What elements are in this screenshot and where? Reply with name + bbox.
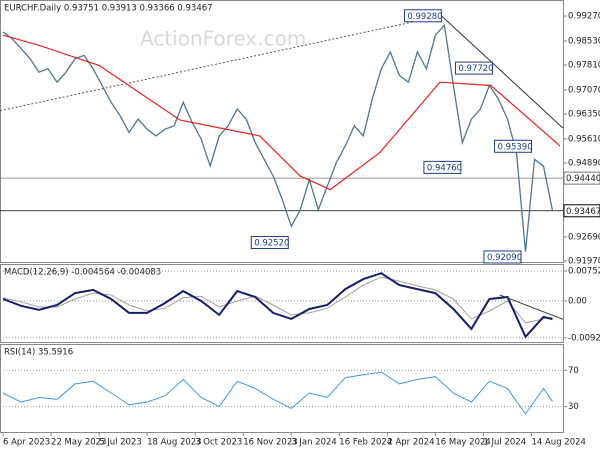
x-tick-label: 2 Apr 2024 xyxy=(387,438,434,448)
y-tick-label: 0.97070 xyxy=(568,85,600,95)
macd-line xyxy=(2,272,553,339)
y-tick-label: -0.009252 xyxy=(568,333,600,343)
moving-average xyxy=(2,34,561,191)
annotation-label: 0.92090 xyxy=(487,253,522,263)
annotation-label: 0.99280 xyxy=(407,12,442,22)
price-tag-label: 0.94440 xyxy=(566,174,600,184)
x-tick-label: 16 May 2024 xyxy=(435,438,490,448)
annotation-label: 0.95390 xyxy=(497,142,532,152)
rsi-line xyxy=(2,371,553,415)
rsi-panel xyxy=(0,344,564,433)
macd-panel xyxy=(0,264,564,343)
price-tag xyxy=(563,204,600,218)
price-line xyxy=(2,23,554,252)
x-tick-label: 1 Jul 2024 xyxy=(483,438,526,448)
annotation-box xyxy=(403,9,442,23)
y-tick-label: 0.94890 xyxy=(568,159,600,169)
x-tick-label: 18 Aug 2023 xyxy=(147,438,201,448)
macd-label: MACD(12,26,9) -0.004564 -0.004083 xyxy=(4,268,161,278)
annotation-box xyxy=(423,160,462,174)
trendline xyxy=(0,15,442,112)
y-tick-label: 0.95610 xyxy=(568,134,600,144)
x-tick-label: 16 Nov 2023 xyxy=(243,438,297,448)
annotation-box xyxy=(250,236,289,250)
y-tick-label: 0.98530 xyxy=(568,36,600,46)
x-tick-label: 3 Oct 2023 xyxy=(195,438,242,448)
y-tick-label: 0.96350 xyxy=(568,110,600,120)
annotation-label: 0.97720 xyxy=(458,64,493,74)
watermark: ActionForex.com xyxy=(140,27,306,51)
y-tick-label: 0.92690 xyxy=(568,232,600,242)
y-tick-label: 30 xyxy=(568,402,579,412)
y-tick-label: 0.00 xyxy=(568,297,587,307)
annotation-label: 0.94760 xyxy=(427,163,462,173)
annotation-label: 0.92520 xyxy=(254,239,289,249)
y-tick-label: 70 xyxy=(568,366,579,376)
x-tick-label: 5 Jul 2023 xyxy=(99,438,142,448)
y-tick-label: 0.99270 xyxy=(568,12,600,22)
header: EURCHF.Daily 0.93751 0.93913 0.93366 0.9… xyxy=(4,4,213,14)
y-tick-label: 0.97810 xyxy=(568,61,600,71)
y-tick-label: 0.91970 xyxy=(568,256,600,266)
annotation-box xyxy=(483,250,522,264)
x-tick-label: 3 Jan 2024 xyxy=(291,438,337,448)
macd-signal xyxy=(2,276,553,324)
price-tag xyxy=(563,171,600,185)
y-tick-label: 0.007525 xyxy=(568,267,600,277)
x-tick-label: 6 Apr 2023 xyxy=(3,438,50,448)
x-tick-label: 22 May 2023 xyxy=(51,438,106,448)
x-tick-label: 14 Aug 2024 xyxy=(531,438,585,448)
price-tag-label: 0.93467 xyxy=(566,207,600,217)
rsi-label: RSI(14) 35.5916 xyxy=(4,348,73,358)
macd-trendline xyxy=(499,294,564,320)
price-panel xyxy=(0,0,564,263)
annotation-box xyxy=(493,139,532,153)
trendline xyxy=(441,15,564,129)
annotation-box xyxy=(454,61,493,75)
x-tick-label: 16 Feb 2024 xyxy=(339,438,392,448)
